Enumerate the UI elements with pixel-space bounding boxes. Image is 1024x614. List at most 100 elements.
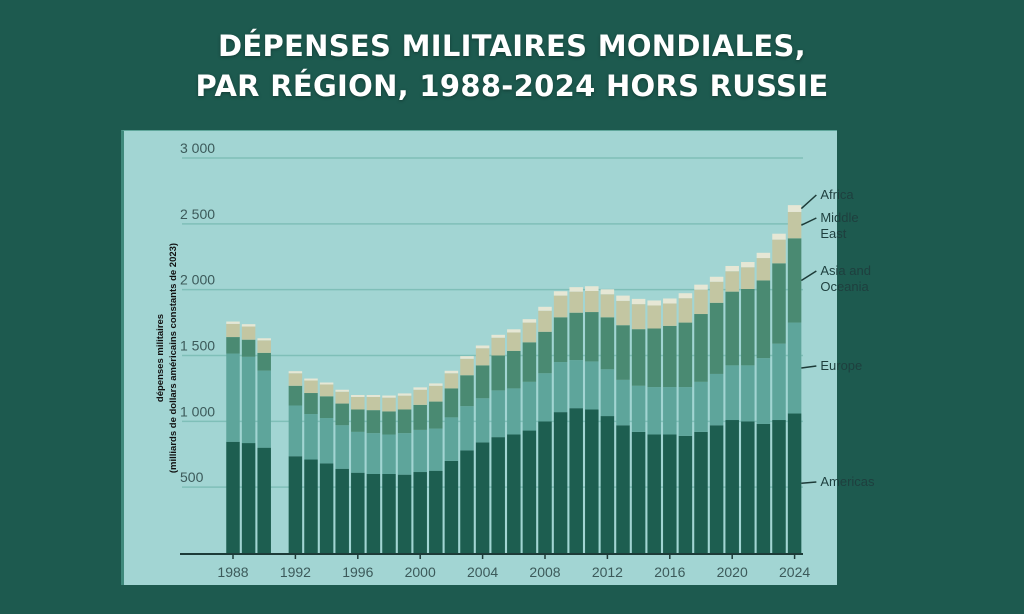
bar-europe-2019	[709, 373, 724, 426]
bar-middle-east-1988	[226, 323, 240, 338]
bar-americas-2022	[756, 423, 771, 553]
bar-middle-east-2003	[460, 358, 474, 376]
bar-africa-2024	[787, 205, 802, 212]
bar-stack-1989	[241, 324, 256, 553]
bar-stack-1992	[288, 371, 303, 553]
bar-stack-2015	[647, 300, 661, 553]
bar-stack-2014	[631, 298, 646, 553]
bar-americas-2003	[460, 450, 474, 553]
bar-europe-2007	[522, 381, 537, 431]
bar-europe-2008	[538, 373, 552, 422]
bar-americas-2021	[741, 421, 755, 553]
x-tick-label: 2004	[467, 564, 498, 580]
y-tick-label: 3 000	[180, 140, 215, 156]
x-tick-label: 2020	[717, 564, 748, 580]
bar-stack-2002	[444, 370, 459, 553]
bar-middle-east-2019	[709, 281, 724, 303]
bar-asia-and-oceania-2008	[538, 331, 552, 374]
bar-middle-east-1994	[319, 384, 334, 397]
bar-africa-2006	[507, 329, 521, 333]
bar-asia-and-oceania-2019	[709, 302, 724, 374]
bar-africa-2010	[569, 287, 583, 292]
bar-africa-1992	[288, 371, 303, 374]
bar-americas-1988	[226, 441, 240, 553]
bar-americas-1992	[288, 456, 303, 553]
bar-asia-and-oceania-2023	[772, 263, 786, 344]
bar-africa-2021	[741, 262, 755, 268]
bar-americas-2000	[413, 472, 427, 553]
bar-asia-and-oceania-2022	[756, 280, 771, 359]
bar-africa-2023	[772, 233, 786, 240]
y-axis-ticks: 500 1 000 1 500 2 000 2 500 3 000	[180, 140, 215, 485]
bar-stack-2010	[569, 287, 583, 553]
bar-stack-1997	[366, 395, 381, 553]
bar-asia-and-oceania-2001	[429, 401, 443, 429]
bar-americas-2007	[522, 430, 537, 553]
bar-asia-and-oceania-2018	[694, 314, 708, 382]
bar-americas-2019	[709, 425, 724, 553]
bar-africa-2002	[444, 370, 459, 374]
bar-africa-2005	[491, 334, 505, 338]
bar-middle-east-1993	[304, 380, 318, 394]
bar-asia-and-oceania-2024	[787, 238, 802, 323]
bar-americas-2002	[444, 460, 459, 553]
legend-leader-line	[801, 365, 817, 369]
legend-item-africa: Africa	[800, 187, 854, 210]
bar-middle-east-1990	[257, 340, 271, 353]
bar-europe-2017	[678, 387, 693, 436]
y-axis-title-line-2: (milliards de dollars américains constan…	[168, 243, 179, 473]
bar-asia-and-oceania-2004	[475, 365, 490, 399]
bar-stack-2024	[787, 205, 802, 553]
bar-asia-and-oceania-1999	[397, 409, 412, 434]
bar-stack-2005	[491, 334, 505, 553]
y-tick-label: 2 500	[180, 206, 215, 222]
bar-stack-2004	[475, 345, 490, 553]
bar-europe-2016	[663, 387, 677, 435]
bar-stack-2007	[522, 319, 537, 553]
bar-africa-2013	[616, 295, 630, 301]
legend-label: Americas	[820, 474, 875, 489]
bar-stack-2008	[538, 306, 552, 553]
bar-asia-and-oceania-1996	[351, 409, 365, 432]
bar-europe-2005	[491, 390, 505, 438]
bar-middle-east-1996	[351, 396, 365, 410]
bar-stack-2001	[429, 383, 443, 553]
bar-middle-east-2008	[538, 310, 552, 332]
y-tick-label: 500	[180, 469, 204, 485]
bar-americas-2008	[538, 421, 552, 553]
bar-americas-1999	[397, 474, 412, 553]
x-tick-label: 2008	[529, 564, 560, 580]
bar-europe-2010	[569, 360, 583, 409]
bar-asia-and-oceania-1992	[288, 385, 303, 406]
bar-stack-1999	[397, 393, 412, 553]
bar-stack-2013	[616, 295, 630, 553]
bar-stack-2009	[553, 291, 568, 553]
y-tick-label: 1 000	[180, 403, 215, 419]
bar-asia-and-oceania-2003	[460, 375, 474, 407]
bar-stack-1990	[257, 338, 271, 553]
bar-middle-east-2022	[756, 258, 771, 281]
x-tick-label: 2024	[779, 564, 810, 580]
x-tick-label: 2016	[654, 564, 685, 580]
bar-middle-east-1995	[335, 391, 349, 404]
bar-americas-1994	[319, 463, 334, 553]
bar-africa-2001	[429, 383, 443, 386]
bar-middle-east-2001	[429, 385, 443, 402]
bar-africa-2016	[663, 298, 677, 304]
bar-africa-2022	[756, 252, 771, 259]
bar-europe-1990	[257, 370, 271, 448]
bar-asia-and-oceania-2012	[600, 317, 615, 370]
x-tick-label: 2012	[592, 564, 623, 580]
y-axis-title-line-1: dépenses militaires	[155, 314, 166, 402]
bar-middle-east-2007	[522, 322, 537, 343]
bar-europe-2020	[725, 365, 739, 421]
bar-stack-2006	[507, 329, 521, 553]
bar-stack-2003	[460, 356, 474, 553]
bar-africa-1998	[382, 395, 396, 398]
bar-americas-1998	[382, 474, 396, 553]
bar-europe-2022	[756, 358, 771, 424]
bar-africa-2015	[647, 300, 661, 306]
bar-stack-2011	[585, 286, 599, 553]
bar-europe-2004	[475, 398, 490, 443]
bar-middle-east-1992	[288, 373, 303, 386]
